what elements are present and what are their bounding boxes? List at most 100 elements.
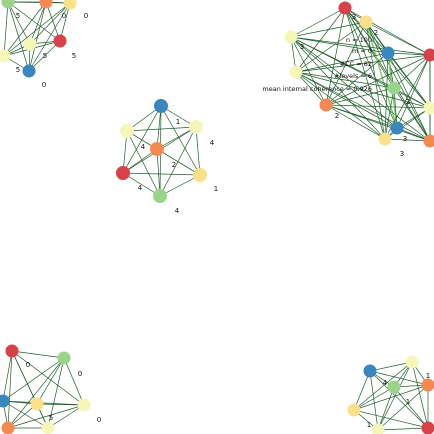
node-center-1 xyxy=(189,120,203,134)
edge-top-right-1-2 xyxy=(290,21,367,38)
stat-levels: #levels = 6 xyxy=(334,72,372,80)
edge-top-right-5-8 xyxy=(393,87,398,129)
node-top-right-10 xyxy=(423,101,434,115)
edge-top-right-5-6 xyxy=(325,87,395,106)
edge-top-right-2-7 xyxy=(290,36,386,140)
edge-top-right-2-8 xyxy=(290,36,398,129)
stat-cc: #CC = 82 xyxy=(340,60,372,68)
edge-center-1-5 xyxy=(195,126,201,176)
node-bottom-left-5 xyxy=(1,421,15,434)
edge-bottom-right-0-1 xyxy=(369,361,413,372)
node-label-top-right-1: 2 xyxy=(374,29,378,37)
edge-bottom-left-1-5 xyxy=(7,357,65,429)
edge-top-right-4-6 xyxy=(295,71,327,106)
edge-top-right-2-3 xyxy=(290,36,389,54)
edge-top-right-2-9 xyxy=(290,36,431,56)
node-bottom-right-1 xyxy=(405,355,419,369)
node-top-right-1 xyxy=(359,15,373,29)
edge-bottom-left-0-5 xyxy=(7,350,13,429)
edge-top-right-2-10 xyxy=(290,36,431,109)
edge-bottom-left-2-4 xyxy=(2,400,85,406)
node-label-top-left-6: 0 xyxy=(42,81,46,89)
edge-center-4-5 xyxy=(122,172,201,176)
node-bottom-left-4 xyxy=(77,398,91,412)
edge-top-left-2-4 xyxy=(29,2,71,45)
edge-top-left-0-4 xyxy=(7,1,31,45)
node-label-top-left-4: 5 xyxy=(43,52,47,60)
edge-top-right-3-10 xyxy=(387,52,431,109)
edge-top-left-1-4 xyxy=(29,1,47,45)
edge-bottom-right-4-5 xyxy=(353,409,429,429)
node-label-top-left-3: 5 xyxy=(72,52,76,60)
edge-top-right-3-11 xyxy=(387,52,431,142)
node-top-right-9 xyxy=(423,48,434,62)
node-bottom-right-3 xyxy=(421,378,434,392)
node-label-bottom-left-1: 0 xyxy=(78,370,82,378)
edge-top-left-0-6 xyxy=(7,1,30,72)
edge-bottom-left-3-4 xyxy=(36,403,85,406)
node-top-right-5 xyxy=(387,81,401,95)
node-top-right-8 xyxy=(390,121,404,135)
edge-top-left-2-5 xyxy=(3,2,71,57)
node-label-center-5: 1 xyxy=(214,185,218,193)
node-label-center-0: 1 xyxy=(176,118,180,126)
node-label-top-right-2: 3 xyxy=(300,43,304,51)
edge-center-1-3 xyxy=(156,126,197,150)
node-label-bottom-right-0: 4 xyxy=(383,379,388,387)
node-label-top-left-2: 0 xyxy=(84,12,88,20)
edge-top-right-5-11 xyxy=(393,87,431,142)
node-top-right-11 xyxy=(423,134,434,148)
edge-center-2-6 xyxy=(126,130,161,197)
node-label-bottom-right-2: 1 xyxy=(406,398,410,406)
edge-center-0-3 xyxy=(156,105,162,150)
node-label-bottom-right-4: 1 xyxy=(367,421,371,429)
node-top-left-0 xyxy=(1,0,15,9)
node-label-bottom-left-3: 5 xyxy=(49,414,53,422)
node-label-top-left-1: 0 xyxy=(62,12,66,20)
node-top-right-2 xyxy=(284,30,298,44)
edge-bottom-left-1-4 xyxy=(63,357,85,406)
node-top-left-3 xyxy=(53,34,67,48)
edge-bottom-right-3-6 xyxy=(377,384,429,431)
node-top-left-5 xyxy=(0,49,11,63)
node-top-right-0 xyxy=(338,1,352,15)
node-label-bottom-right-1: 1 xyxy=(426,372,430,380)
edge-bottom-right-2-6 xyxy=(377,386,395,431)
node-center-2 xyxy=(120,124,134,138)
edge-top-right-0-9 xyxy=(344,7,431,56)
edge-bottom-left-4-6 xyxy=(47,404,85,429)
node-center-0 xyxy=(154,99,168,113)
node-top-right-6 xyxy=(319,98,333,112)
node-bottom-right-4 xyxy=(347,403,361,417)
edge-center-5-6 xyxy=(159,174,201,197)
edge-top-left-0-5 xyxy=(3,1,9,57)
edge-bottom-right-0-5 xyxy=(369,370,429,429)
stat-coherence: mean internal coherence = 0.926 xyxy=(262,85,372,93)
node-bottom-left-0 xyxy=(5,344,19,358)
edge-center-3-5 xyxy=(156,148,201,176)
edge-top-right-5-7 xyxy=(384,87,395,140)
node-label-bottom-left-0: 0 xyxy=(26,361,30,369)
edge-bottom-right-0-6 xyxy=(369,370,379,431)
edge-center-1-2 xyxy=(126,126,197,132)
edge-top-right-0-4 xyxy=(295,7,346,73)
edge-top-right-0-2 xyxy=(290,7,346,38)
node-bottom-left-1 xyxy=(57,351,71,365)
edge-center-2-4 xyxy=(122,130,128,174)
edge-bottom-right-5-6 xyxy=(377,427,429,431)
edge-center-0-2 xyxy=(126,105,162,132)
node-top-right-4 xyxy=(289,65,303,79)
edge-top-right-6-11 xyxy=(325,104,431,142)
edge-top-right-4-9 xyxy=(295,54,431,73)
stats-panel: n = 100 m = 0 #CC = 82 #levels = 6 mean … xyxy=(262,36,372,93)
node-top-left-1 xyxy=(39,0,53,9)
node-bottom-right-5 xyxy=(421,421,434,434)
edge-center-0-5 xyxy=(160,105,201,176)
edge-center-3-6 xyxy=(156,148,161,197)
edge-bottom-left-1-2 xyxy=(2,357,65,402)
node-label-top-right-8: 3 xyxy=(403,135,407,143)
edge-top-right-7-11 xyxy=(384,138,431,142)
node-center-3 xyxy=(150,142,164,156)
node-center-5 xyxy=(193,168,207,182)
edge-top-left-2-3 xyxy=(59,2,71,42)
